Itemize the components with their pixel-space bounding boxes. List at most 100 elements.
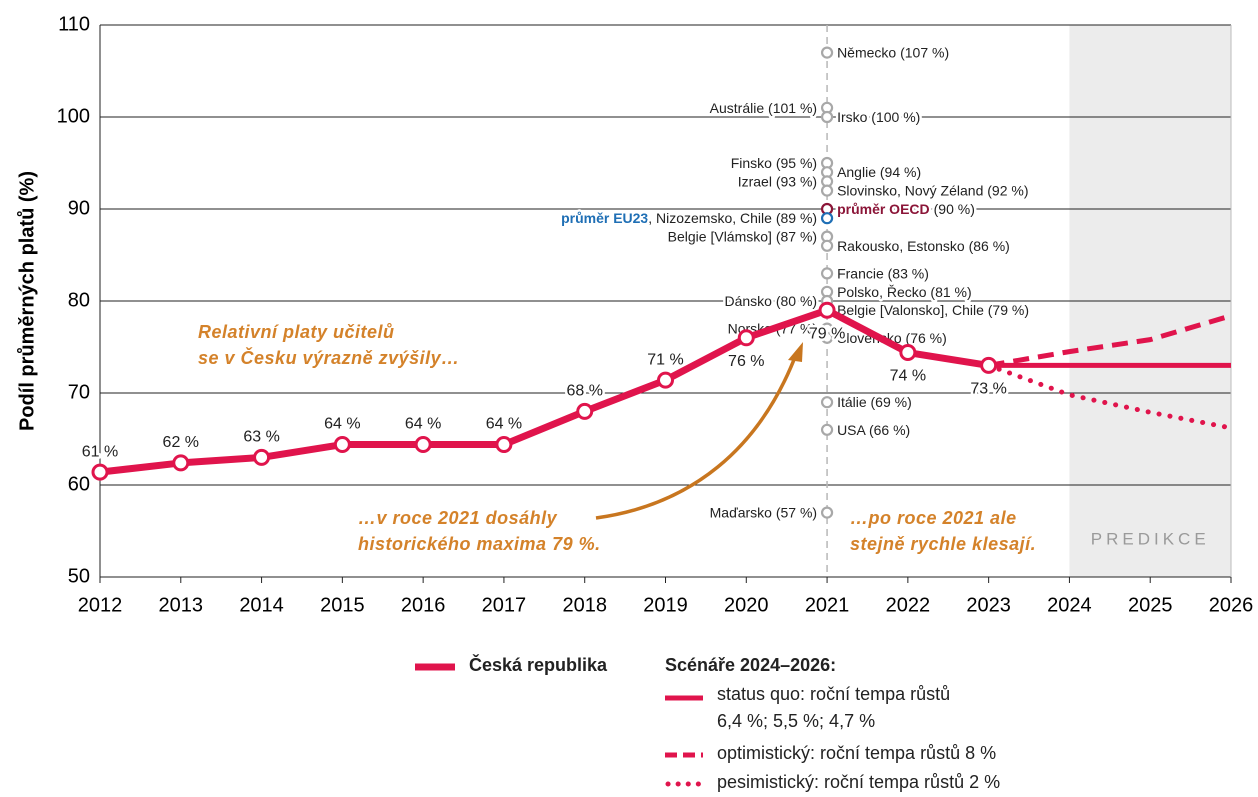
data-point [253, 448, 271, 466]
country-label-text: Polsko, Řecko (81 %) [837, 284, 972, 300]
country-label-text: Belgie [Vlámsko] (87 %) [668, 228, 817, 244]
country-label-text: Maďarsko (57 %) [710, 504, 817, 520]
annotation: …po roce 2021 ale [850, 508, 1017, 528]
x-tick-label: 2015 [320, 594, 365, 616]
country-label: Dánsko (80 %) [724, 293, 817, 309]
country-label-text: Irsko (100 %) [837, 109, 920, 125]
data-label: 61 % [82, 443, 118, 460]
legend-item: optimistický: roční tempa růstů 8 % [665, 743, 996, 764]
x-tick-label: 2022 [886, 594, 931, 616]
data-label: 71 % [647, 351, 683, 368]
country-label-text: Finsko (95 %) [731, 155, 817, 171]
country-marker [820, 46, 834, 59]
data-point [333, 436, 351, 454]
legend-label: status quo: roční tempa růstů 6,4 %; 5,5… [717, 684, 951, 731]
country-marker [820, 184, 834, 197]
country-label: Maďarsko (57 %) [710, 504, 817, 520]
x-tick-label: 2024 [1047, 594, 1092, 616]
country-label: Anglie (94 %) [837, 164, 921, 180]
legend-swatch [665, 781, 705, 787]
legend-label: pesimistický: roční tempa růstů 2 % [717, 772, 1001, 792]
y-tick-label: 60 [68, 473, 90, 495]
country-label: Belgie [Vlámsko] (87 %) [668, 228, 817, 244]
legend-item: Česká republika [413, 655, 607, 676]
data-label: 64 % [324, 416, 360, 433]
y-tick-label: 100 [57, 105, 90, 127]
country-label: USA (66 %) [837, 422, 910, 438]
country-label: průměr EU23, Nizozemsko, Chile (89 %) [561, 210, 817, 226]
legend-swatch [415, 663, 455, 671]
forecast-label: PREDIKCE [1091, 529, 1210, 548]
legend-label: optimistický: roční tempa růstů 8 % [717, 743, 997, 763]
country-label-text: Belgie [Valonsko], Chile (79 %) [837, 302, 1029, 318]
legend-swatch [665, 695, 703, 701]
country-label: Slovinsko, Nový Zéland (92 %) [837, 182, 1028, 198]
data-label: 73 % [970, 381, 1006, 398]
annotation: Relativní platy učitelů [198, 322, 395, 342]
legend-label: Česká republika [469, 655, 608, 675]
data-label: 64 % [405, 416, 441, 433]
country-label-text: Slovinsko, Nový Zéland (92 %) [837, 182, 1028, 198]
y-tick-label: 90 [68, 197, 90, 219]
x-tick-label: 2012 [78, 594, 123, 616]
country-label-text: , Nizozemsko, Chile (89 %) [648, 210, 817, 226]
x-tick-label: 2017 [482, 594, 527, 616]
y-axis-label: Podíl průměrných platů (%) [16, 171, 38, 431]
annotation: …v roce 2021 dosáhly [358, 508, 558, 528]
country-label-text: Rakousko, Estonsko (86 %) [837, 238, 1010, 254]
country-label-text: Izrael (93 %) [738, 173, 817, 189]
chart: PREDIKCE Podíl průměrných platů (%) 50 60… [16, 13, 1254, 616]
legend-title: Scénáře 2024–2026: [665, 655, 837, 675]
data-point [91, 463, 109, 481]
country-marker [820, 212, 834, 225]
country-marker [820, 239, 834, 252]
x-tick-label: 2018 [562, 594, 607, 616]
data-label: 76 % [728, 353, 764, 370]
data-point [495, 436, 513, 454]
x-tick-label: 2020 [724, 594, 769, 616]
data-point [172, 454, 190, 472]
data-label: 63 % [243, 429, 279, 446]
country-label: Rakousko, Estonsko (86 %) [837, 238, 1010, 254]
country-label-highlight: průměr EU23 [561, 210, 648, 226]
country-label: průměr OECD (90 %) [837, 201, 975, 217]
country-marker [820, 423, 834, 436]
country-label: Francie (83 %) [837, 265, 929, 281]
x-tick-label: 2016 [401, 594, 446, 616]
x-tick-label: 2021 [805, 594, 850, 616]
country-marker [820, 506, 834, 519]
annotation-arrow [595, 351, 799, 520]
x-tick-label: 2014 [239, 594, 284, 616]
annotation: stejně rychle klesají. [850, 534, 1036, 554]
data-label: 79 % [809, 325, 845, 342]
country-label: Austrálie (101 %) [710, 100, 817, 116]
data-label: 74 % [890, 368, 926, 385]
x-tick-label: 2013 [159, 594, 204, 616]
country-label: Izrael (93 %) [738, 173, 817, 189]
x-tick-label: 2019 [643, 594, 688, 616]
data-point [576, 402, 594, 420]
legend-item: status quo: roční tempa růstů 6,4 %; 5,5… [665, 684, 952, 735]
x-tick-label: 2026 [1209, 594, 1254, 616]
annotation: se v Česku výrazně zvýšily… [198, 347, 460, 368]
scenario-line [988, 313, 1232, 368]
country-label: Irsko (100 %) [837, 109, 920, 125]
country-label-text: Dánsko (80 %) [724, 293, 817, 309]
data-point [737, 329, 755, 347]
data-label: 62 % [163, 434, 199, 451]
y-tick-label: 80 [68, 289, 90, 311]
y-tick-label: 110 [58, 13, 90, 35]
scenario-line [99, 306, 990, 476]
country-label: Finsko (95 %) [731, 155, 817, 171]
data-label: 64 % [486, 416, 522, 433]
data-label: 68 % [566, 383, 602, 400]
country-label-highlight: průměr OECD [837, 201, 930, 217]
data-point [899, 344, 917, 362]
country-label: Itálie (69 %) [837, 394, 912, 410]
country-label-text: Itálie (69 %) [837, 394, 912, 410]
data-point [818, 301, 836, 319]
x-tick-label: 2023 [966, 594, 1011, 616]
scenario-line [986, 362, 1234, 431]
legend-swatch [665, 752, 703, 758]
